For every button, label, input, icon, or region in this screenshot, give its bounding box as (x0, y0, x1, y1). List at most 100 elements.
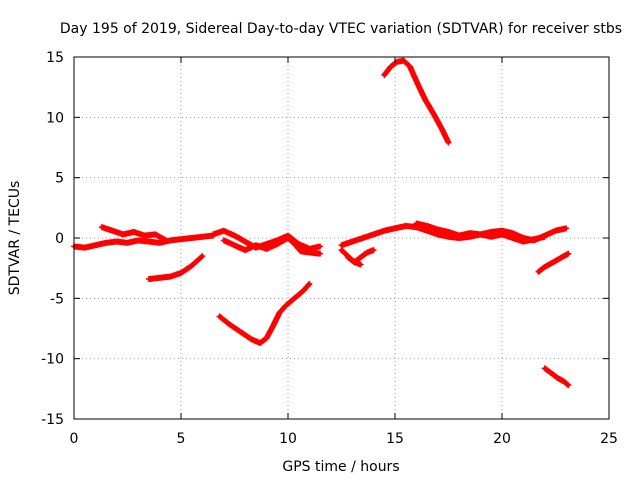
data-point (521, 240, 526, 244)
data-point (275, 242, 279, 246)
data-point (511, 236, 515, 240)
data-point (258, 341, 262, 345)
series-arc-b (216, 280, 313, 346)
data-point (562, 379, 566, 384)
data-point (190, 264, 194, 268)
data-point (549, 371, 553, 375)
data-point (277, 311, 282, 315)
x-tick-label: 20 (493, 431, 511, 447)
data-point (389, 65, 393, 69)
data-point (110, 229, 115, 233)
data-point (222, 229, 226, 233)
data-point (83, 246, 87, 250)
data-point (365, 250, 369, 255)
data-point (436, 232, 440, 236)
data-point (479, 232, 483, 236)
data-point (132, 230, 136, 234)
chart-title: Day 195 of 2019, Sidereal Day-to-day VTE… (60, 21, 622, 37)
data-point (286, 236, 290, 240)
data-point (423, 97, 427, 101)
data-point (265, 247, 269, 251)
series-arc-a (145, 253, 206, 282)
data-point (147, 277, 151, 281)
data-point (553, 229, 558, 233)
y-tick-label: -5 (50, 291, 64, 307)
data-point (551, 260, 555, 264)
data-point (359, 262, 363, 267)
data-point (566, 383, 570, 387)
data-point (339, 243, 344, 247)
data-point (401, 59, 406, 63)
data-point (265, 336, 269, 340)
data-point (168, 238, 172, 243)
data-point (536, 270, 540, 274)
data-point (243, 248, 247, 252)
data-point (93, 243, 97, 247)
data-point (179, 237, 183, 241)
data-point (457, 233, 461, 238)
data-point (359, 255, 363, 259)
data-point (232, 233, 237, 238)
data-point (158, 276, 162, 280)
data-point (292, 296, 297, 300)
data-point (414, 79, 418, 83)
x-tick-label: 15 (386, 431, 404, 447)
data-point (393, 226, 397, 230)
data-point (104, 241, 108, 245)
data-point (532, 237, 536, 241)
data-point (232, 243, 237, 247)
data-point (211, 232, 215, 236)
data-point (153, 232, 157, 236)
data-point (100, 225, 104, 229)
data-point (164, 238, 168, 243)
y-axis-label: SDTVAR / TECUs (7, 181, 23, 296)
data-point (511, 231, 515, 235)
data-point (158, 241, 162, 245)
data-point (382, 73, 386, 77)
data-point (408, 65, 412, 69)
y-tick-label: 5 (55, 171, 64, 187)
data-point (318, 252, 322, 256)
y-tick-label: 15 (46, 50, 64, 66)
y-tick-label: 0 (55, 231, 64, 247)
x-tick-label: 0 (70, 431, 79, 447)
data-point (243, 240, 247, 244)
data-point (200, 254, 204, 258)
x-tick-label: 25 (600, 431, 618, 447)
data-point (284, 303, 288, 308)
data-point (143, 233, 147, 238)
data-point (489, 235, 493, 239)
data-point (372, 232, 376, 236)
data-point (489, 230, 493, 234)
data-point (254, 243, 258, 247)
data-point (265, 242, 269, 246)
series-short-b (344, 247, 377, 266)
data-point (292, 242, 297, 246)
series-band-0a (71, 232, 217, 251)
data-point (361, 236, 365, 240)
data-point (350, 240, 354, 244)
data-point (239, 330, 243, 334)
data-point (425, 224, 429, 228)
series-band-0b (98, 224, 170, 244)
data-point (560, 255, 564, 259)
data-point (543, 235, 547, 239)
data-point (556, 376, 560, 380)
data-point (136, 238, 140, 243)
series-segment-d (535, 250, 572, 275)
y-tick-label: -10 (41, 352, 64, 368)
y-tick-label: -15 (41, 412, 64, 428)
data-point (446, 235, 451, 239)
x-tick-label: 5 (177, 431, 186, 447)
data-point (446, 141, 451, 145)
data-point (543, 366, 547, 370)
data-point (566, 252, 570, 256)
data-point (564, 226, 568, 230)
data-point (500, 229, 504, 233)
data-point (440, 127, 444, 131)
data-point (121, 232, 125, 236)
y-tick-label: 10 (46, 110, 64, 126)
data-point (425, 229, 429, 233)
axis-ticks: 0 5 10 15 20 25 -15 -10 -5 0 5 10 15 (41, 50, 618, 447)
data-point (228, 323, 232, 327)
